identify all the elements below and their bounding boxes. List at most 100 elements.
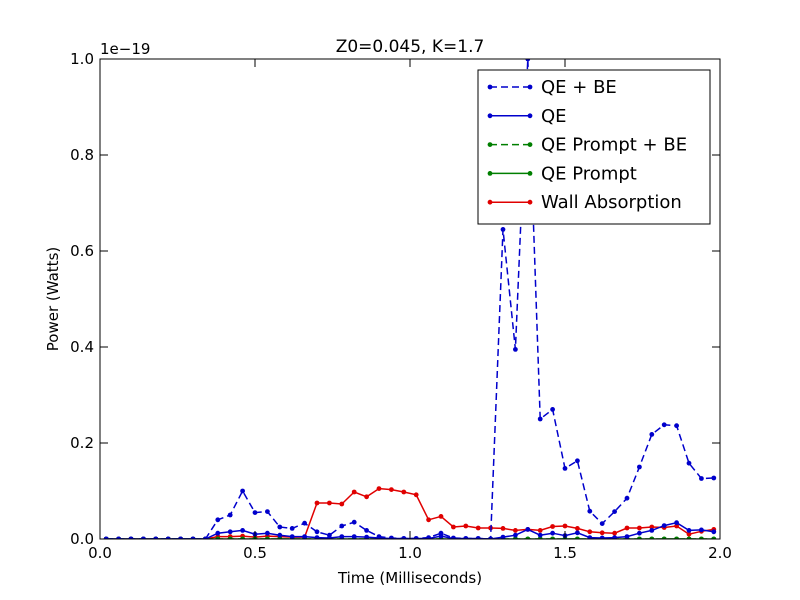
data-point-qe-be (153, 536, 159, 539)
data-point-qe (364, 534, 369, 539)
data-point-wall-absorption (376, 486, 382, 491)
data-point-qe-be (451, 535, 456, 539)
data-point-qe (637, 530, 642, 536)
data-point-qe-be (227, 512, 233, 518)
data-point-wall-absorption (674, 523, 679, 529)
data-point-wall-absorption (587, 529, 593, 535)
data-point-qe-be (178, 536, 183, 539)
data-point-qe (265, 530, 270, 536)
data-point-qe-be (674, 423, 679, 429)
data-point-wall-absorption (550, 524, 555, 529)
data-point-qe-prompt-be (637, 536, 642, 539)
data-point-qe-be (649, 432, 655, 437)
data-point-qe-be (116, 536, 121, 539)
legend-marker-wall-absorption (487, 199, 493, 205)
data-point-qe-be (426, 535, 431, 539)
data-point-qe-be (302, 520, 307, 526)
data-point-wall-absorption (339, 501, 345, 507)
chart-title: Z0=0.045, K=1.7 (336, 37, 485, 57)
data-point-qe (624, 534, 630, 539)
plot-area: 0.0 0.5 1.0 1.5 2.0 0.0 0.2 0.4 0.6 0.8 1.0 (70, 50, 732, 562)
data-point-qe-be (339, 523, 345, 529)
data-point-qe (550, 530, 555, 536)
data-point-qe-be (103, 536, 109, 539)
data-point-qe-be (537, 416, 543, 422)
legend-label-qe-prompt-be: QE Prompt + BE (541, 135, 687, 156)
legend-label-wall-absorption: Wall Absorption (541, 192, 682, 213)
data-point-qe-be (314, 529, 320, 535)
data-point-qe (587, 535, 593, 539)
legend-marker-qe (527, 113, 533, 119)
legend-label-qe-be: QE + BE (541, 77, 617, 98)
data-point-qe (339, 534, 345, 539)
data-point-qe (513, 532, 518, 538)
y-tick-label: 1.0 (70, 50, 94, 68)
data-point-qe-be (265, 509, 270, 514)
legend-box (477, 69, 711, 225)
data-point-wall-absorption (562, 523, 568, 529)
data-point-wall-absorption (475, 525, 481, 531)
data-point-wall-absorption (624, 525, 630, 531)
data-point-qe (525, 527, 531, 532)
data-point-wall-absorption (686, 531, 692, 537)
data-point-qe (215, 530, 221, 536)
data-point-wall-absorption (364, 494, 369, 500)
data-point-qe-prompt-be (711, 536, 717, 539)
data-point-wall-absorption (438, 514, 444, 519)
x-tick-label: 1.0 (398, 544, 422, 562)
legend-marker-qe-prompt (527, 171, 533, 176)
data-point-qe-be (240, 488, 246, 494)
data-point-qe-be (475, 536, 481, 539)
legend-marker-qe-prompt-be (487, 142, 493, 148)
data-point-qe-be (351, 519, 357, 525)
data-point-qe (227, 529, 233, 535)
data-point-qe-prompt-be (265, 536, 270, 539)
data-point-qe (661, 523, 667, 528)
data-point-qe-be (686, 460, 692, 466)
data-point-qe-be (165, 536, 171, 539)
data-point-qe-be (401, 536, 407, 539)
data-point-qe-be (289, 526, 295, 531)
data-point-qe-prompt-be (227, 536, 233, 539)
legend: QE + BE QE QE Prompt + BE QE Prompt Wall Abs… (477, 69, 711, 225)
x-tick-label: 0.0 (88, 544, 112, 562)
data-point-qe (302, 534, 307, 539)
series-line-qe-be (106, 59, 714, 539)
data-point-qe-be (141, 536, 146, 539)
data-point-wall-absorption (451, 524, 456, 530)
data-point-qe-be (500, 227, 506, 232)
data-point-wall-absorption (351, 489, 357, 495)
data-point-wall-absorption (537, 528, 543, 533)
data-point-qe-be (661, 422, 667, 428)
data-point-qe-be (711, 475, 717, 481)
y-offset-label: 1e−19 (100, 40, 150, 58)
legend-marker-qe-prompt-be (527, 142, 533, 148)
data-point-qe (240, 528, 246, 533)
data-point-qe-be (364, 528, 369, 533)
data-point-qe-be (562, 466, 568, 471)
data-point-qe (500, 534, 506, 539)
data-point-qe-be (376, 534, 382, 539)
data-point-wall-absorption (327, 500, 332, 506)
data-point-wall-absorption (314, 500, 320, 506)
data-point-qe-prompt-be (699, 536, 704, 539)
data-point-qe-be (587, 508, 593, 514)
y-tick-label: 0.8 (70, 146, 94, 164)
data-point-qe-be (575, 458, 580, 464)
data-point-qe-be (252, 510, 258, 515)
data-point-qe (686, 528, 692, 533)
y-tick-label: 0.0 (70, 530, 94, 548)
data-point-wall-absorption (575, 526, 580, 531)
data-point-qe-be (413, 536, 419, 539)
data-point-qe (537, 532, 543, 538)
data-point-qe-be (438, 530, 444, 536)
data-point-qe-prompt-be (575, 536, 580, 539)
data-point-qe-be (190, 536, 196, 539)
data-point-qe-be (550, 407, 555, 412)
data-point-wall-absorption (500, 526, 506, 531)
data-point-qe (314, 535, 320, 539)
data-point-qe-be (203, 536, 208, 539)
data-point-qe-prompt-be (674, 536, 679, 539)
x-tick-label: 1.5 (553, 544, 577, 562)
